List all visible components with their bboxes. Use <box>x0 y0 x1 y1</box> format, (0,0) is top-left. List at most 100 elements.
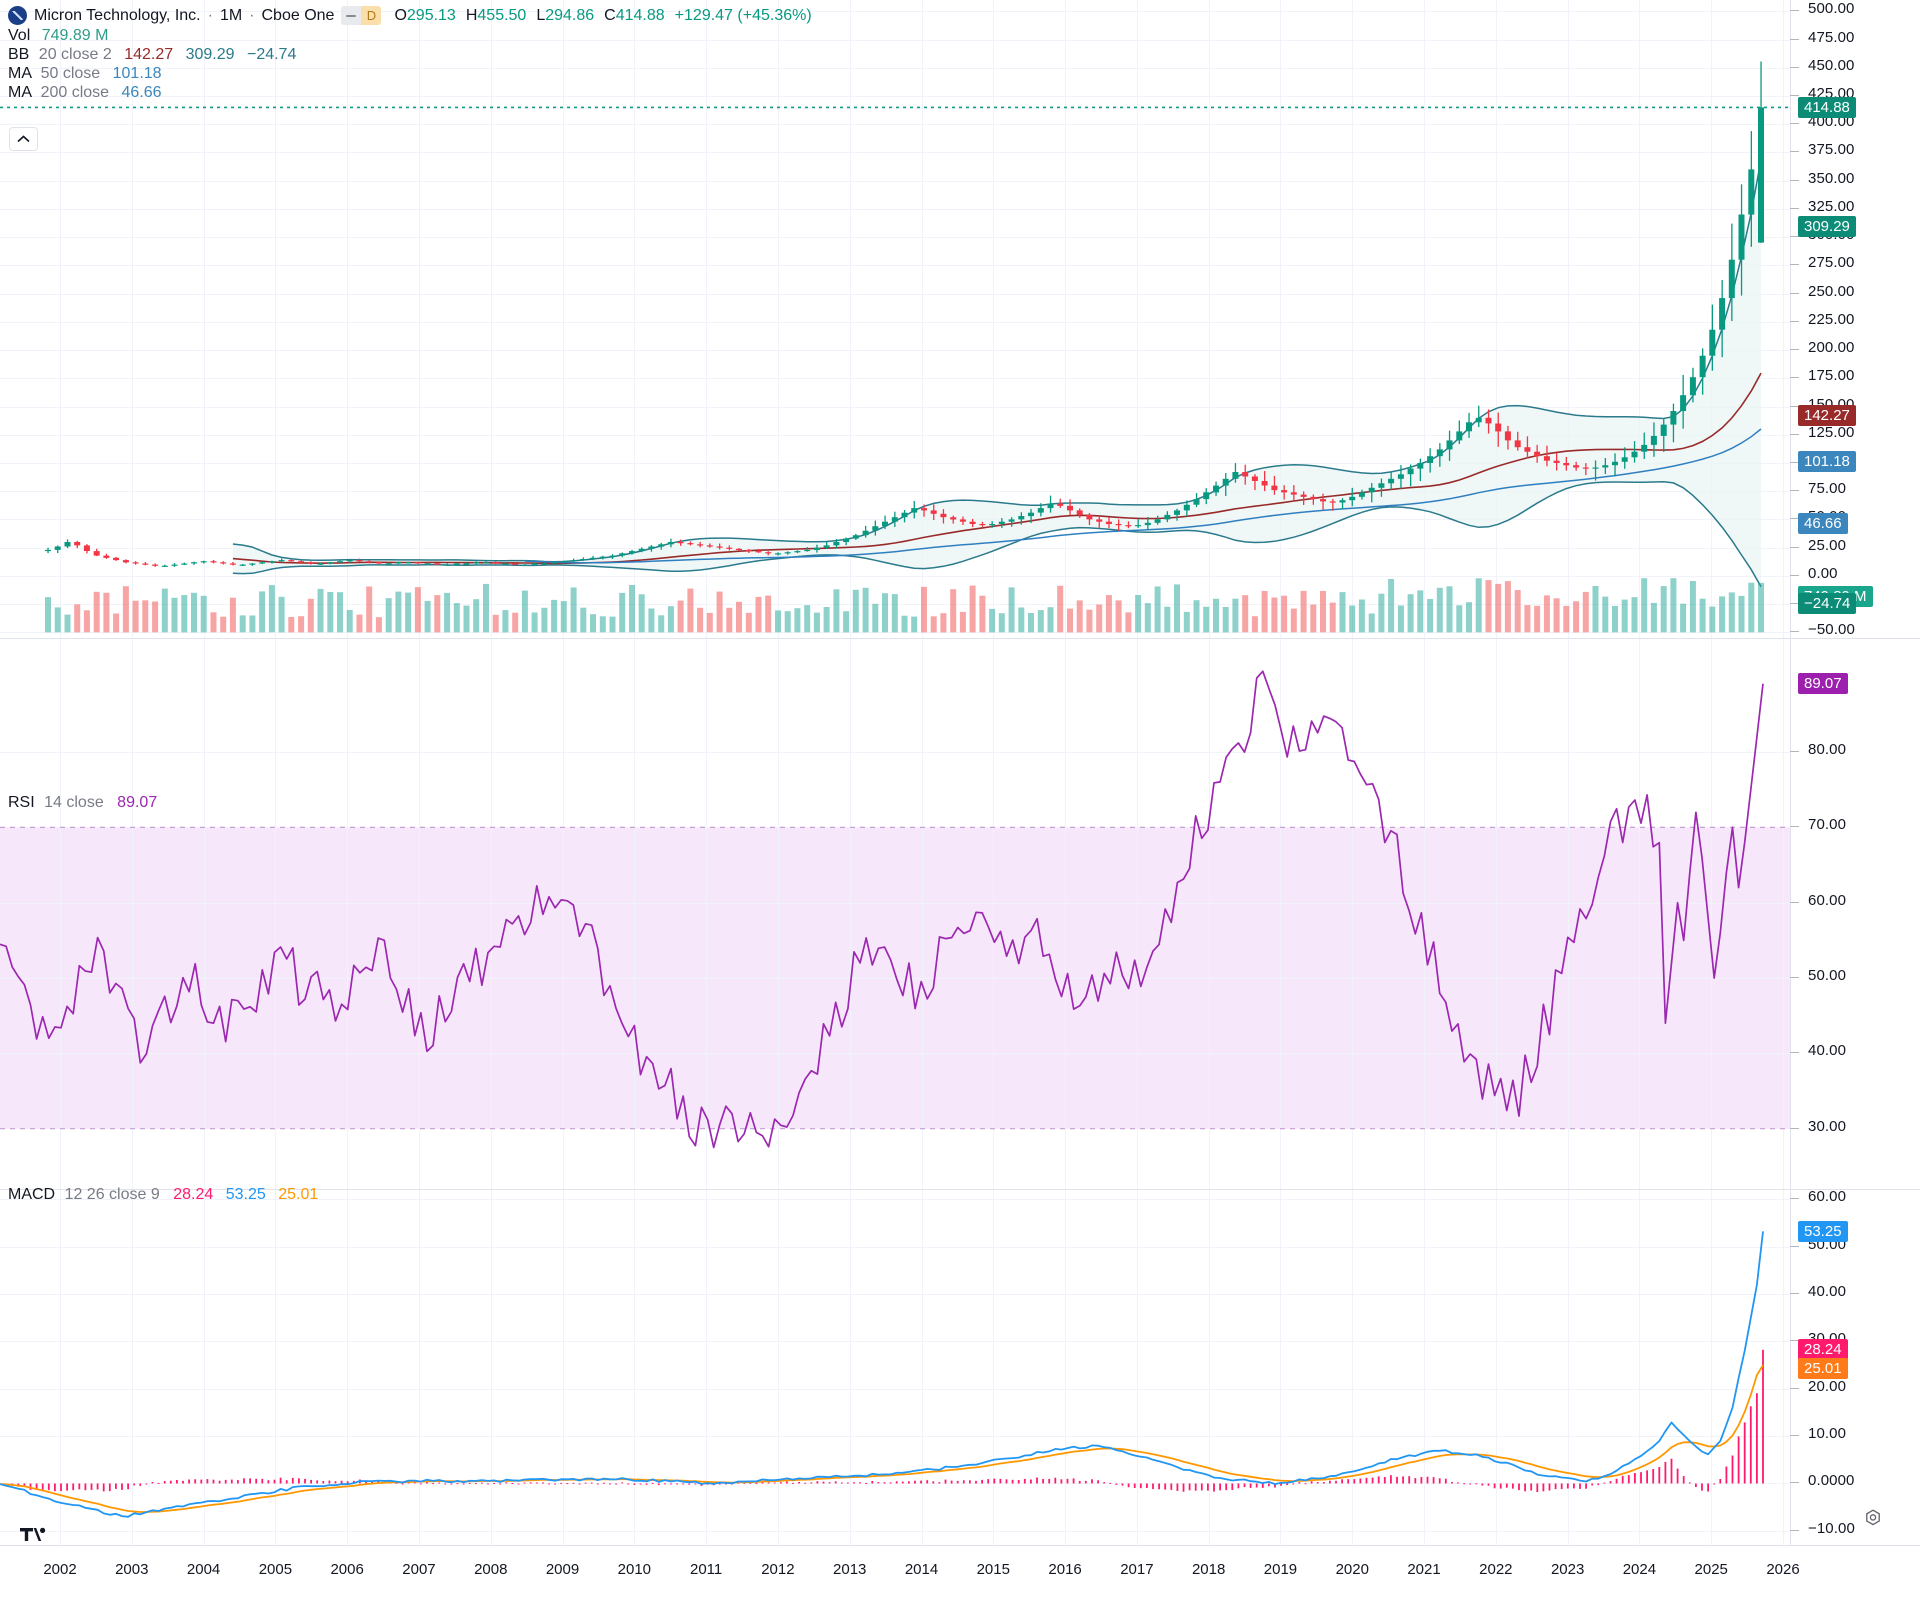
rsi-params: 14 close <box>44 794 104 811</box>
volume-label: Vol <box>8 27 31 44</box>
price-pane[interactable] <box>0 0 1790 638</box>
macd-pane[interactable] <box>0 1190 1790 1545</box>
volume-value: 749.89 M <box>41 27 109 44</box>
macd-line-value: 53.25 <box>225 1186 266 1203</box>
macd-hist-value: 28.24 <box>173 1186 214 1203</box>
time-axis-label: 2014 <box>904 1561 939 1578</box>
ma50-legend[interactable]: MA 50 close 101.18 <box>8 64 162 83</box>
time-axis-label: 2013 <box>833 1561 867 1578</box>
rsi-tick-label: 40.00 <box>1808 1042 1847 1060</box>
macd-legend[interactable]: MACD 12 26 close 9 28.24 53.25 25.01 <box>8 1185 318 1204</box>
macd-line-tag[interactable]: 53.25 <box>1798 1220 1848 1242</box>
bb-middle-value: 309.29 <box>185 46 235 63</box>
symbol-name[interactable]: Micron Technology, Inc. <box>34 7 201 24</box>
change-value: +129.47 (+45.36%) <box>674 7 812 24</box>
price-axis[interactable]: 500.00 475.00 450.00 425.00 400.00 375.00 350.… <box>1790 0 1920 638</box>
price-tick-label: 200.00 <box>1808 339 1855 357</box>
macd-params: 12 26 close 9 <box>64 1186 160 1203</box>
macd-signal-tag[interactable]: 25.01 <box>1798 1358 1848 1380</box>
time-axis-label: 2015 <box>976 1561 1010 1578</box>
time-axis[interactable]: 2002 2003 2004 2005 2006 2007 2008 2009 2010 2011… <box>0 1545 1920 1600</box>
close-value: 414.88 <box>615 7 665 24</box>
close-label: C <box>604 7 616 24</box>
time-axis-label: 2026 <box>1766 1561 1800 1578</box>
time-axis-label: 2024 <box>1622 1561 1657 1578</box>
rsi-pane[interactable] <box>0 639 1790 1189</box>
price-tick-label: 125.00 <box>1808 423 1855 441</box>
time-axis-label: 2008 <box>474 1561 508 1578</box>
rsi-axis[interactable]: 80.00 70.00 60.00 50.00 40.00 30.00 89.07 <box>1790 639 1920 1189</box>
interval-label[interactable]: 1M <box>219 7 243 24</box>
time-axis-label: 2010 <box>617 1561 652 1578</box>
rsi-value-tag[interactable]: 89.07 <box>1798 673 1848 695</box>
pane-separator-1[interactable] <box>0 638 1920 639</box>
rsi-label: RSI <box>8 794 35 811</box>
price-tick-label: 325.00 <box>1808 197 1855 215</box>
time-axis-label: 2004 <box>186 1561 221 1578</box>
rsi-tick-label: 30.00 <box>1808 1117 1847 1135</box>
exchange-label[interactable]: Cboe One <box>261 7 335 24</box>
time-axis-label: 2021 <box>1407 1561 1441 1578</box>
collapse-legend-button[interactable] <box>9 127 38 151</box>
ma200-tag[interactable]: 46.66 <box>1798 512 1848 534</box>
tradingview-logo-icon[interactable] <box>18 1520 48 1550</box>
macd-tick-label: 0.0000 <box>1808 1472 1855 1490</box>
time-axis-label: 2006 <box>330 1561 364 1578</box>
ma200-params: 200 close <box>40 84 110 101</box>
symbol-logo-icon <box>8 6 27 25</box>
time-axis-label: 2025 <box>1694 1561 1728 1578</box>
price-axis-border <box>1790 0 1791 638</box>
chevron-up-icon <box>17 135 30 143</box>
macd-axis[interactable]: 60.0050.0040.0030.0020.0010.000.0000−10.… <box>1790 1188 1920 1545</box>
symbol-legend[interactable]: Micron Technology, Inc. · 1M · Cboe One … <box>8 6 812 25</box>
ma50-tag[interactable]: 101.18 <box>1798 451 1856 473</box>
price-tick-label: 25.00 <box>1808 536 1847 554</box>
volume-legend[interactable]: Vol 749.89 M <box>8 26 108 45</box>
time-axis-label: 2019 <box>1263 1561 1298 1578</box>
last-price-tag[interactable]: 414.88 <box>1798 96 1856 118</box>
rsi-axis-border <box>1790 639 1791 1189</box>
time-axis-label: 2011 <box>689 1561 723 1578</box>
chart-settings-icon[interactable] <box>1863 1508 1885 1530</box>
price-tick-label: −50.00 <box>1808 621 1855 639</box>
time-axis-label: 2020 <box>1335 1561 1369 1578</box>
time-axis-label: 2012 <box>761 1561 795 1578</box>
time-axis-label: 2007 <box>402 1561 436 1578</box>
bollinger-legend[interactable]: BB 20 close 2 142.27 309.29 −24.74 <box>8 45 296 64</box>
bar-style-icon[interactable] <box>341 6 362 25</box>
legend-separator-2: · <box>249 7 255 24</box>
time-axis-label: 2022 <box>1479 1561 1513 1578</box>
price-tick-label: 0.00 <box>1808 564 1838 582</box>
time-axis-label: 2018 <box>1191 1561 1226 1578</box>
price-tick-label: 450.00 <box>1808 56 1855 74</box>
price-tick-label: 475.00 <box>1808 28 1855 46</box>
open-value: 295.13 <box>406 7 456 24</box>
bb-lower-tag[interactable]: −24.74 <box>1798 593 1857 615</box>
macd-tick-label: 40.00 <box>1808 1283 1847 1301</box>
bb-label: BB <box>8 46 30 63</box>
open-label: O <box>394 7 407 24</box>
high-value: 455.50 <box>477 7 527 24</box>
bb-middle-tag[interactable]: 309.29 <box>1798 216 1856 238</box>
macd-hist-tag[interactable]: 28.24 <box>1798 1339 1848 1361</box>
ma200-legend[interactable]: MA 200 close 46.66 <box>8 83 162 102</box>
bb-params: 20 close 2 <box>38 46 112 63</box>
time-axis-border <box>0 1545 1920 1546</box>
ma200-label: MA <box>8 84 32 101</box>
rsi-value: 89.07 <box>117 794 158 811</box>
time-axis-label: 2002 <box>43 1561 77 1578</box>
price-tick-label: 500.00 <box>1808 0 1855 18</box>
session-badge[interactable]: D <box>361 6 382 25</box>
bb-upper-value: 142.27 <box>124 46 174 63</box>
rsi-tick-label: 70.00 <box>1808 816 1847 834</box>
price-tick-label: 175.00 <box>1808 367 1855 385</box>
pane-separator-2[interactable] <box>0 1189 1920 1190</box>
macd-tick-label: 10.00 <box>1808 1425 1847 1443</box>
chart-style-badge[interactable]: D <box>341 6 382 25</box>
time-axis-label: 2017 <box>1120 1561 1154 1578</box>
bb-upper-tag[interactable]: 142.27 <box>1798 404 1856 426</box>
ma200-value: 46.66 <box>121 84 162 101</box>
rsi-legend[interactable]: RSI 14 close 89.07 <box>8 793 157 812</box>
macd-tick-label: 20.00 <box>1808 1377 1847 1395</box>
ohlc-values: O295.13 H455.50 L294.86 C414.88 +129.47 … <box>394 6 811 25</box>
